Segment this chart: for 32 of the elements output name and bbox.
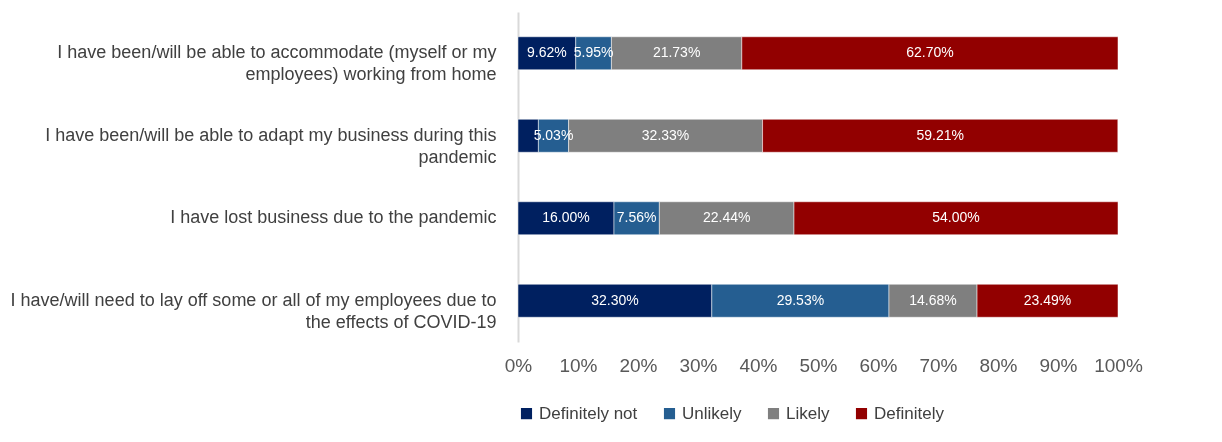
data-label: 59.21% [916,126,964,143]
y-tick-label: I have lost business due to the pandemic [170,207,497,228]
data-label: 62.70% [906,44,954,61]
legend-label: Definitely not [539,403,638,423]
legend-label: Definitely [874,403,945,423]
data-label: 23.49% [1023,291,1072,308]
data-label: 22.44% [702,209,751,226]
x-tick-label: 70% [919,354,958,376]
y-tick-label: I have/will need to lay off some or all of my employees due to the effects of COVID-19 [10,289,497,332]
data-label: 9.62% [527,44,567,61]
legend-label: Unlikely [682,403,743,423]
x-tick-label: 30% [679,354,718,376]
data-label: 21.73% [652,44,701,61]
data-label: 16.00% [542,209,590,226]
x-tick-label: 50% [799,354,838,376]
x-tick-label: 60% [859,354,898,376]
y-tick-label: I have been/will be able to adapt my business during this pandemic [45,124,497,167]
data-label: 7.56% [616,209,657,226]
data-label: 32.30% [591,291,639,308]
data-label: 32.33% [641,126,690,143]
x-tick-label: 40% [739,354,778,376]
x-tick-label: 20% [619,354,658,376]
data-label: 29.53% [776,291,825,308]
y-tick-label: I have been/will be able to accommodate (myself or my employees) working from home [57,42,497,85]
data-label: 54.00% [932,209,980,226]
x-tick-label: 90% [1039,354,1078,376]
legend-label: Likely [786,403,830,423]
x-tick-label: 10% [559,354,598,376]
x-tick-label: 0% [504,354,533,376]
x-tick-label: 80% [979,354,1018,376]
x-tick-label: 100% [1094,354,1143,376]
data-label: 14.68% [909,291,957,308]
